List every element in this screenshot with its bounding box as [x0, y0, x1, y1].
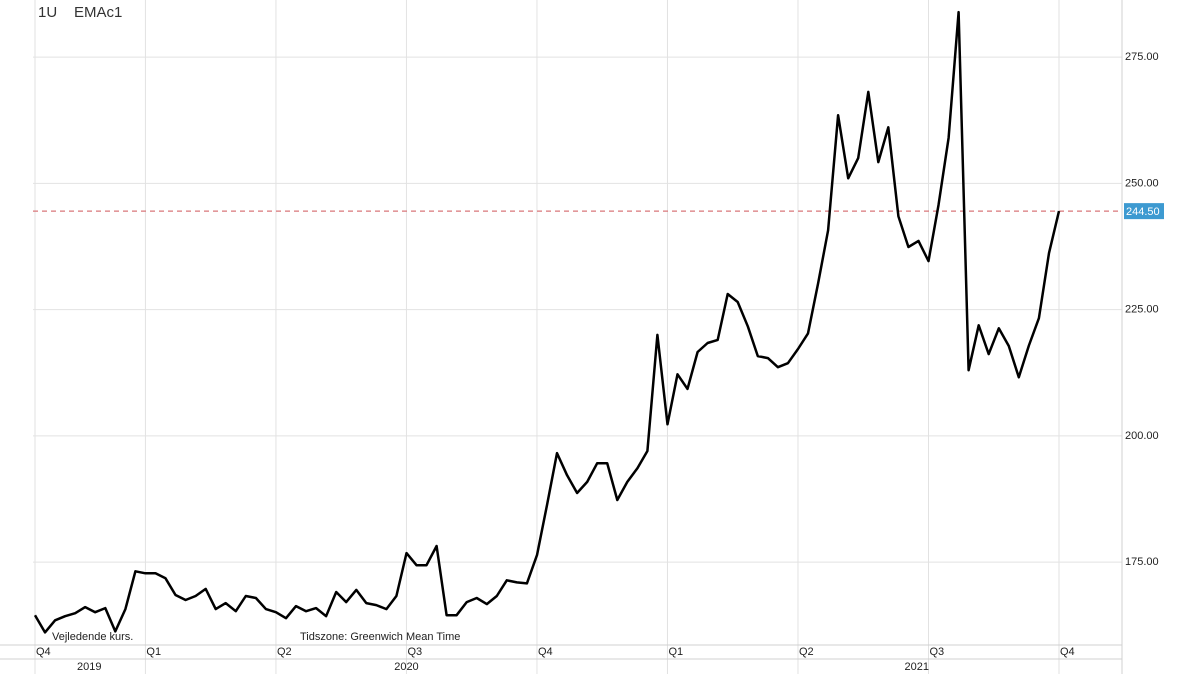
y-tick-label: 175.00	[1125, 556, 1159, 568]
last-value-box	[1124, 203, 1164, 220]
footnote: Vejledende kurs.	[52, 631, 133, 643]
y-tick-label: 200.00	[1125, 430, 1159, 442]
x-tick-label: Q4	[1060, 646, 1075, 658]
timezone: Tidszone: Greenwich Mean Time	[300, 631, 460, 643]
symbol: 1U	[38, 4, 57, 21]
year-label: 2021	[904, 661, 928, 673]
x-tick-label: Q1	[146, 646, 161, 658]
plot: 175.00 200.00 225.00 250.00 275.00 Q4 Q1 Q2 Q3 Q4…	[0, 0, 1164, 674]
last-value-label: 244.50	[1126, 206, 1160, 218]
x-tick-label: Q3	[929, 646, 944, 658]
y-tick-label: 250.00	[1125, 177, 1159, 189]
y-tick-label: 275.00	[1125, 51, 1159, 63]
x-tick-label: Q2	[277, 646, 292, 658]
x-tick-label: Q4	[538, 646, 553, 658]
instrument-name: EMAc1	[74, 4, 122, 21]
price-line	[33, 10, 1061, 634]
year-label: 2019	[77, 661, 101, 673]
x-tick-label: Q3	[407, 646, 422, 658]
x-tick-label: Q1	[668, 646, 683, 658]
year-label: 2020	[394, 661, 418, 673]
x-tick-label: Q2	[799, 646, 814, 658]
x-tick-label: Q4	[36, 646, 51, 658]
y-tick-label: 225.00	[1125, 304, 1159, 316]
